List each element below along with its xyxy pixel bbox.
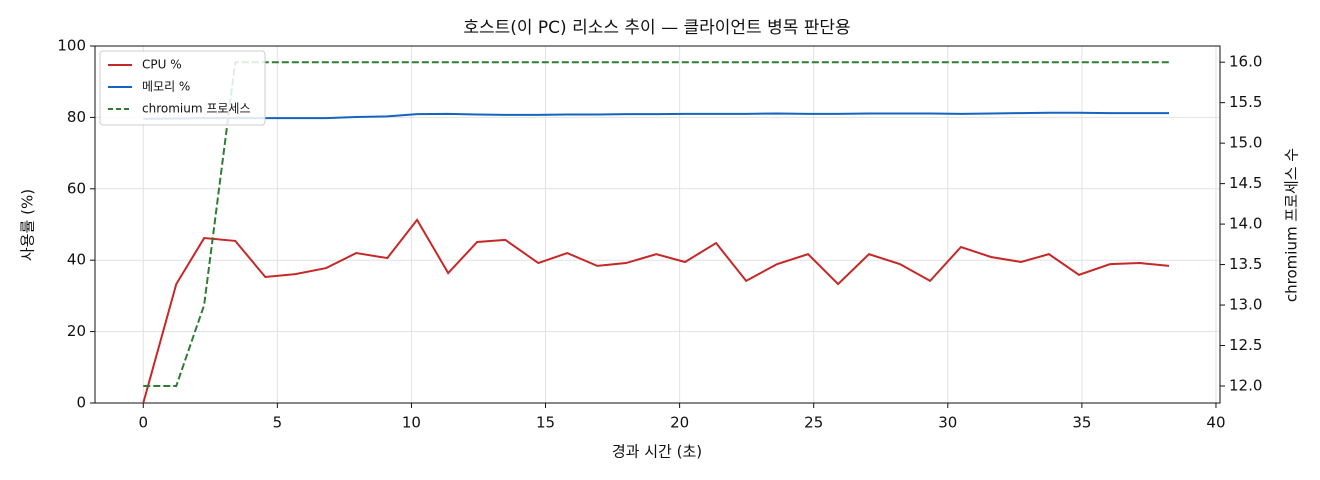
x-tick-label: 40	[1206, 414, 1225, 432]
x-tick-label: 20	[670, 414, 689, 432]
y2-tick-label: 13.5	[1229, 255, 1262, 273]
y2-tick-label: 15.5	[1229, 93, 1262, 111]
plot-frame	[94, 45, 1221, 404]
y-tick-label: 80	[67, 108, 86, 126]
y2-tick-label: 12.0	[1229, 377, 1262, 395]
x-tick-label: 5	[273, 414, 283, 432]
legend-box	[99, 50, 266, 126]
legend: CPU % 메모리 % chromium 프로세스	[99, 50, 266, 126]
series-line	[142, 218, 1170, 404]
y2-axis-label: chromium 프로세스 수	[1283, 148, 1301, 302]
y-tick-label: 0	[76, 394, 86, 412]
y2-tick-label: 16.0	[1229, 53, 1262, 71]
legend-label: 메모리 %	[142, 80, 190, 94]
x-tick-label: 25	[804, 414, 823, 432]
series-line	[143, 61, 1170, 387]
series-line	[143, 111, 1170, 120]
y-axis-label: 사용률 (%)	[19, 189, 37, 261]
legend-label: CPU %	[142, 58, 182, 72]
chart-title: 호스트(이 PC) 리소스 추이 — 클라이언트 병목 판단용	[463, 18, 850, 38]
y2-tick-label: 13.0	[1229, 296, 1262, 314]
x-axis-label: 경과 시간 (초)	[612, 443, 702, 461]
y2-tick-label: 12.5	[1229, 336, 1262, 354]
x-tick-label: 15	[536, 414, 555, 432]
y-tick-label: 40	[67, 251, 86, 269]
y2-tick-label: 14.5	[1229, 174, 1262, 192]
x-tick-label: 30	[938, 414, 957, 432]
x-tick-label: 35	[1072, 414, 1091, 432]
y-tick-label: 100	[57, 37, 86, 55]
y-tick-label: 20	[67, 322, 86, 340]
x-tick-label: 0	[138, 414, 148, 432]
legend-label: chromium 프로세스	[142, 102, 251, 116]
x-tick-label: 10	[402, 414, 421, 432]
y2-tick-label: 14.0	[1229, 215, 1262, 233]
y-tick-label: 60	[67, 179, 86, 197]
y2-tick-label: 15.0	[1229, 134, 1262, 152]
